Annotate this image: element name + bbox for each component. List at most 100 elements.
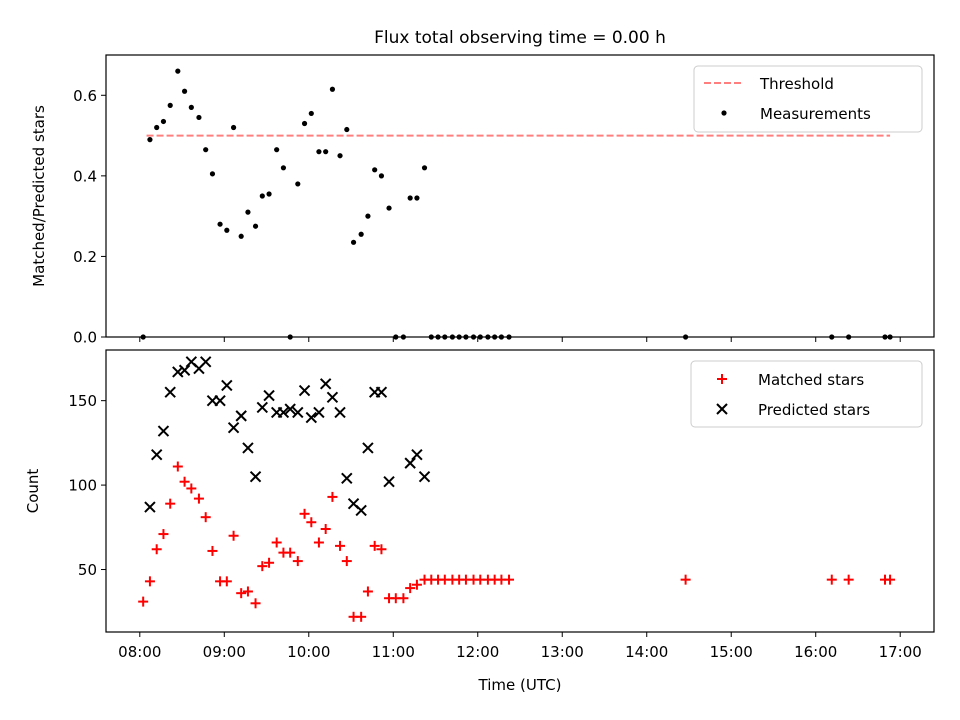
measurement-point	[274, 147, 280, 153]
predicted-star-point	[292, 406, 304, 419]
matched-star-point	[504, 574, 515, 585]
matched-star-point	[369, 540, 380, 551]
matched-star-point	[680, 574, 691, 585]
measurement-point	[188, 104, 194, 110]
measurement-point	[259, 193, 265, 199]
measurement-point	[350, 239, 357, 245]
matched-star-point	[257, 561, 268, 572]
matched-star-point	[398, 593, 409, 604]
predicted-star-point	[199, 356, 212, 368]
legend-matched-swatch	[717, 374, 727, 384]
predicted-star-point	[256, 401, 269, 414]
matched-star-point	[285, 547, 296, 558]
predicted-star-point	[150, 448, 163, 461]
measurement-point	[323, 149, 329, 155]
matched-star-point	[885, 574, 896, 585]
matched-star-point	[843, 574, 854, 585]
predicted-star-point	[249, 470, 262, 483]
matched-star-point	[292, 556, 303, 567]
predicted-star-point	[362, 442, 374, 454]
matched-star-point	[179, 476, 190, 487]
matched-star-point	[242, 586, 253, 597]
predicted-star-point	[383, 476, 395, 488]
matched-star-point	[313, 537, 324, 548]
matched-star-point	[271, 537, 282, 548]
x-axis-label: Time (UTC)	[478, 676, 562, 694]
matched-star-point	[144, 576, 155, 587]
measurement-point	[167, 102, 173, 108]
y-tick-label: 0.0	[73, 329, 97, 347]
measurement-point	[224, 227, 230, 233]
legend: Threshold Measurements	[693, 65, 923, 133]
x-tick-label: 12:00	[456, 643, 499, 661]
matched-star-point	[306, 517, 317, 528]
predicted-star-point	[313, 406, 325, 419]
predicted-star-point	[214, 394, 226, 407]
x-tick-label: 16:00	[794, 643, 837, 661]
measurement-point	[245, 209, 251, 215]
matched-star-point	[320, 523, 331, 534]
x-tick-label: 08:00	[118, 643, 161, 661]
matched-star-point	[362, 586, 373, 597]
matched-star-point	[335, 540, 346, 551]
x-tick-label: 15:00	[710, 643, 753, 661]
measurement-point	[266, 191, 272, 197]
x-tick-label: 09:00	[203, 643, 246, 661]
predicted-star-point	[227, 421, 240, 434]
measurement-point	[337, 153, 343, 159]
measurement-point	[217, 221, 223, 227]
predicted-star-point	[221, 379, 233, 392]
predicted-star-point	[172, 366, 184, 378]
predicted-star-point	[411, 448, 423, 461]
measurement-point	[407, 195, 413, 201]
measurement-point	[181, 88, 188, 94]
matched-star-point	[376, 544, 387, 555]
matched-star-point	[264, 557, 275, 568]
bottom-plot-frame	[105, 349, 935, 633]
y-tick-label: 100	[68, 477, 97, 495]
measurement-point	[230, 124, 237, 131]
measurement-point	[316, 149, 322, 155]
measurement-point	[421, 165, 428, 171]
measurement-point	[147, 137, 153, 143]
predicted-star-point	[144, 501, 156, 513]
x-tick-label: 13:00	[541, 643, 584, 661]
legend-matched-label: Matched stars	[758, 371, 864, 389]
measurement-point	[238, 233, 244, 239]
predicted-star-point	[164, 386, 176, 398]
legend: Matched stars Predicted stars	[690, 360, 923, 428]
measurement-point	[196, 114, 202, 121]
matched-star-point	[221, 576, 232, 587]
legend-box	[690, 360, 923, 428]
matched-star-point	[186, 483, 197, 494]
legend-predicted-swatch	[716, 403, 728, 415]
measurement-point	[386, 205, 392, 211]
y-axis-label: Matched/Predicted stars	[30, 105, 48, 287]
predicted-star-point	[319, 378, 332, 390]
predicted-star-point	[326, 391, 339, 403]
measurement-point	[329, 86, 336, 92]
top-panel: 0.0 0.2 0.4 0.6 Matched/Predicted stars Thres…	[30, 54, 935, 347]
measurement-point	[252, 223, 259, 229]
measurement-point	[308, 110, 314, 117]
x-tick-label: 14:00	[625, 643, 668, 661]
legend-box	[693, 65, 923, 133]
matched-star-point	[200, 512, 211, 523]
matched-star-point	[158, 529, 169, 540]
legend-measurement-label: Measurements	[760, 105, 871, 123]
predicted-star-point	[418, 470, 431, 483]
measurement-point	[209, 171, 216, 177]
matched-star-point	[411, 579, 422, 590]
x-tick-label: 11:00	[372, 643, 415, 661]
matched-star-point	[151, 544, 162, 555]
measurement-point	[414, 195, 420, 201]
predicted-star-point	[157, 425, 170, 437]
legend-predicted-label: Predicted stars	[758, 401, 870, 419]
matched-star-point	[138, 596, 149, 607]
matched-star-point	[236, 588, 247, 599]
y-tick-label: 50	[78, 561, 97, 579]
matched-star-point	[826, 574, 837, 585]
predicted-star-point	[284, 403, 296, 415]
predicted-star-point	[404, 457, 416, 469]
